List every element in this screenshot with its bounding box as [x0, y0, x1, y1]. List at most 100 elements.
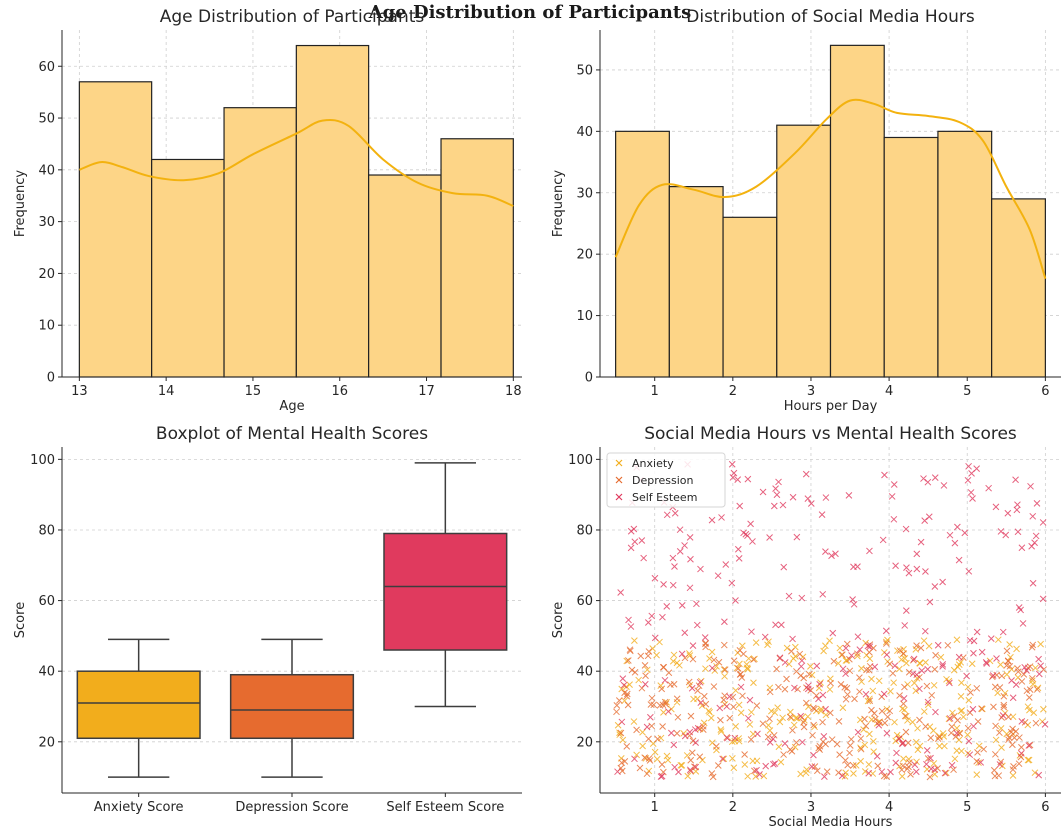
scatter-point	[785, 660, 793, 668]
scatter-point	[699, 722, 707, 730]
scatter-point	[715, 658, 723, 666]
scatter-point	[932, 651, 939, 659]
scatter-point	[645, 755, 653, 762]
scatter-point	[905, 763, 912, 771]
scatter-point	[968, 660, 976, 668]
scatter-point	[804, 495, 812, 503]
panel-title: Distribution of Social Media Hours	[686, 7, 975, 27]
scatter-point	[700, 692, 708, 700]
scatter-point	[761, 633, 769, 641]
scatter-point	[687, 555, 694, 563]
scatter-point	[1009, 694, 1017, 702]
scatter-point	[977, 759, 985, 766]
x-tick-label: 16	[331, 384, 348, 399]
scatter-point	[627, 544, 635, 552]
scatter-point	[947, 729, 955, 737]
scatter-point	[820, 647, 827, 655]
scatter-point	[685, 678, 693, 686]
scatter-point	[770, 502, 778, 510]
scatter-point	[794, 714, 801, 722]
scatter-point	[992, 722, 999, 730]
scatter-point	[1009, 772, 1017, 779]
scatter-point	[1010, 763, 1017, 770]
scatter-point	[720, 666, 728, 673]
scatter-point	[887, 768, 894, 776]
scatter-point	[793, 739, 800, 746]
scatter-point	[760, 772, 768, 780]
scatter-point	[673, 695, 681, 703]
scatter-point	[901, 683, 908, 691]
legend-marker	[615, 476, 623, 484]
scatter-point	[810, 704, 817, 712]
scatter-point	[832, 550, 839, 558]
scatter-point	[898, 740, 906, 748]
scatter-point	[615, 697, 623, 704]
scatter-point	[750, 656, 757, 663]
scatter-point	[917, 644, 925, 652]
scatter-point	[990, 703, 997, 711]
scatter-point	[1018, 743, 1025, 751]
scatter-point	[734, 665, 742, 672]
scatter-point	[920, 637, 928, 645]
scatter-point	[677, 762, 685, 769]
scatter-point	[738, 674, 746, 681]
scatter-point	[848, 652, 855, 659]
scatter-point	[883, 651, 891, 659]
scatter-point	[864, 642, 872, 650]
scatter-point	[958, 679, 965, 687]
scatter-point	[858, 678, 865, 686]
scatter-point	[643, 723, 651, 731]
scatter-point	[651, 634, 659, 642]
scatter-point	[833, 740, 841, 748]
scatter-point	[1040, 705, 1047, 713]
scatter-point	[966, 751, 974, 759]
scatter-point	[659, 663, 667, 671]
scatter-point	[936, 742, 943, 750]
scatter-point	[849, 596, 856, 603]
scatter-point	[822, 705, 829, 713]
scatter-point	[898, 656, 905, 663]
scatter-point	[1004, 657, 1012, 665]
scatter-point	[973, 757, 981, 765]
scatter-point	[854, 728, 862, 736]
scatter-point	[946, 531, 954, 539]
scatter-point	[663, 752, 671, 760]
scatter-point	[846, 742, 854, 749]
scatter-point	[662, 700, 670, 708]
scatter-point	[802, 699, 810, 707]
x-axis-label: Age	[279, 399, 304, 414]
scatter-point	[924, 665, 932, 673]
scatter-point	[1018, 717, 1026, 725]
scatter-point	[967, 689, 974, 696]
scatter-point	[836, 751, 843, 758]
scatter-point	[890, 481, 898, 488]
scatter-point	[1012, 681, 1020, 688]
scatter-point	[881, 719, 889, 727]
scatter-point	[920, 475, 927, 482]
scatter-point	[827, 679, 834, 687]
scatter-point	[891, 718, 898, 726]
scatter-point	[886, 707, 894, 715]
scatter-point	[838, 772, 846, 780]
scatter-point	[965, 696, 973, 704]
scatter-point	[775, 683, 782, 691]
scatter-point	[892, 759, 900, 767]
scatter-point	[990, 766, 998, 774]
scatter-point	[759, 720, 767, 728]
scatter-point	[1025, 742, 1033, 749]
scatter-point	[721, 666, 729, 673]
histogram-bar	[991, 198, 1046, 378]
scatter-point	[732, 687, 740, 694]
x-tick-label: 18	[505, 384, 522, 399]
scatter-point	[843, 684, 851, 692]
scatter-point	[892, 737, 900, 745]
category-label: Depression Score	[235, 800, 348, 815]
scatter-point	[922, 568, 929, 575]
histogram-hours-panel: 0 10 20 30 40 50 1 2 3 4 5 6 Distribution of Social …	[551, 7, 1061, 414]
scatter-point	[650, 701, 658, 709]
scatter-point	[671, 763, 679, 771]
scatter-point	[842, 757, 849, 764]
scatter-point	[968, 470, 975, 477]
x-tick-label: 1	[651, 384, 659, 399]
